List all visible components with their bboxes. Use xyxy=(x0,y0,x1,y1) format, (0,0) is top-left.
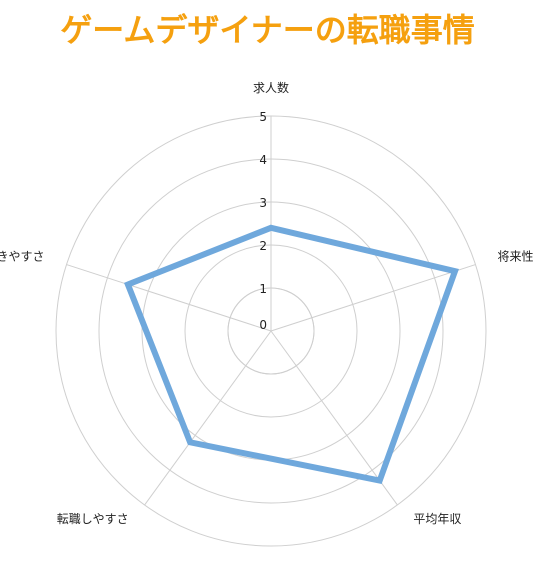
grid-spoke xyxy=(66,264,272,332)
axis-label: 働きやすさ xyxy=(0,250,45,264)
chart-title: ゲームデザイナーの転職事情 xyxy=(60,11,475,49)
axis-label: 平均年収 xyxy=(413,512,461,526)
grid-spoke xyxy=(270,264,476,332)
tick-label: 5 xyxy=(259,110,267,124)
tick-label: 0 xyxy=(259,318,267,332)
axis-label: 転職しやすさ xyxy=(57,512,129,526)
tick-label: 4 xyxy=(259,153,267,167)
axis-label: 将来性 xyxy=(497,250,533,264)
tick-label: 1 xyxy=(259,282,267,296)
grid-spoke xyxy=(270,330,398,506)
series-line xyxy=(124,224,459,485)
tick-label: 2 xyxy=(259,239,267,253)
axis-label: 求人数 xyxy=(253,80,289,95)
tick-label: 3 xyxy=(259,196,267,210)
grid-spoke xyxy=(144,330,272,506)
